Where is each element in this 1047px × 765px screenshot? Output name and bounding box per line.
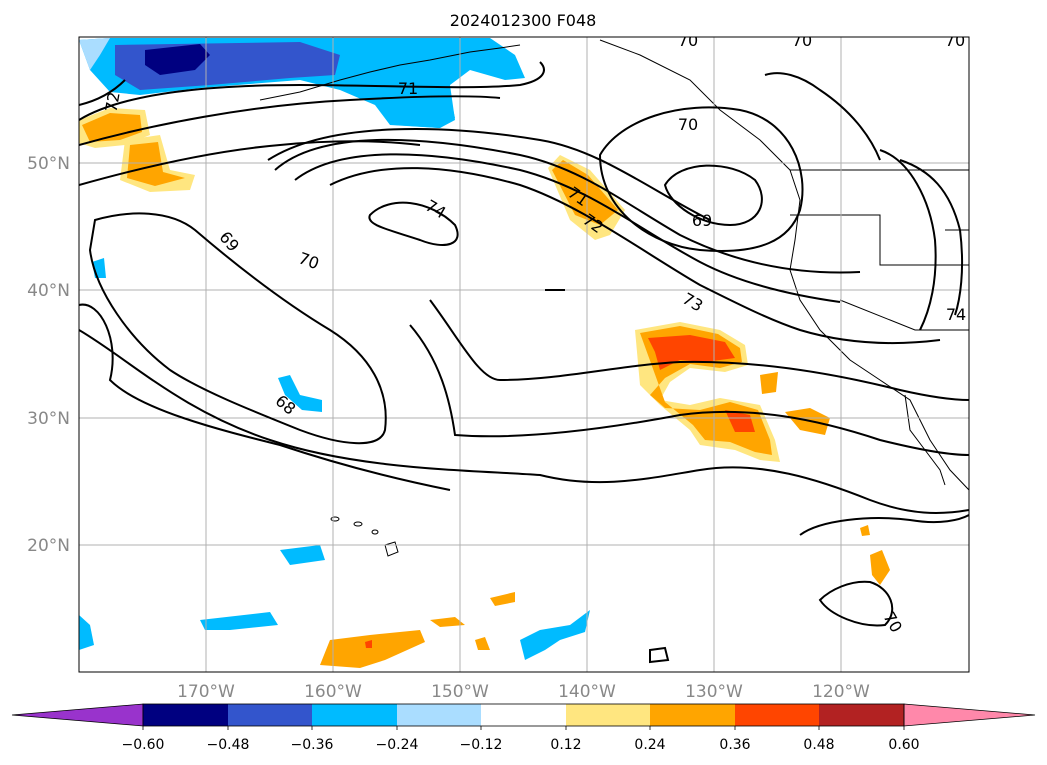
- lon-label: 130°W: [685, 682, 743, 702]
- colorbar-extend-right: [903, 703, 1036, 727]
- colorbar-tick-label: 0.12: [550, 737, 581, 753]
- orange-shade-w2b: [127, 142, 185, 186]
- height-contours: [79, 61, 969, 664]
- hawaii-islands: [330, 516, 399, 557]
- contour-69-south: [79, 329, 969, 514]
- colorbar-segment: [735, 704, 819, 726]
- contour-69-west: [88, 212, 387, 445]
- contour-label: 70: [945, 31, 965, 50]
- orange-shade-w1b: [82, 113, 142, 142]
- orange-shade-s1: [320, 630, 425, 668]
- colorbar-tick-label: −0.12: [460, 737, 503, 753]
- colorbar-tick-label: −0.24: [376, 737, 419, 753]
- colorbar-segment: [312, 704, 397, 726]
- colorbar-ticks: [142, 726, 905, 730]
- contour-label: 70: [792, 31, 812, 50]
- contour-small-loop: [649, 646, 670, 664]
- map-frame: [78, 36, 970, 673]
- contour-nw-72: [79, 79, 126, 106]
- orange-shade-s5: [870, 550, 890, 585]
- contour-71-north: [79, 95, 501, 146]
- contour-70-north: [79, 140, 421, 186]
- colorbar-outline: [142, 703, 905, 727]
- contour-label: 70: [678, 115, 698, 134]
- contour-72: [79, 61, 545, 121]
- colorbar-segment: [397, 704, 481, 726]
- orange-shade-s3: [490, 592, 515, 606]
- contour-east-74: [899, 159, 964, 316]
- contour-label: 72: [101, 90, 123, 113]
- state-border-2: [790, 214, 969, 266]
- map-title: 2024012300 F048: [450, 11, 597, 30]
- contour-68: [79, 303, 451, 491]
- navy-shade-alaska: [145, 44, 210, 75]
- lat-label: 50°N: [27, 154, 70, 174]
- contour-70-south: [799, 514, 969, 627]
- lat-label: 20°N: [27, 536, 70, 556]
- colorbar-segment: [143, 704, 228, 726]
- lon-label: 160°W: [304, 682, 362, 702]
- contour-71b: [274, 138, 861, 274]
- contour-label: 69: [692, 211, 712, 230]
- colorbar-tick-label: −0.48: [207, 737, 250, 753]
- colorbar-tick-label: 0.24: [634, 737, 665, 753]
- orange-shade-s2: [430, 617, 465, 627]
- state-border-4: [945, 229, 969, 280]
- map-area: 72 71 70 70 70 70 69 69 74 70 71 72 73 7…: [79, 31, 969, 672]
- orange-shade-s4: [475, 637, 490, 650]
- colorbar-extend-left: [11, 703, 144, 727]
- contour-70-ne: [764, 72, 881, 161]
- coastline-alaska: [259, 44, 521, 101]
- contour-74: [368, 201, 459, 246]
- contour-72b: [294, 153, 841, 303]
- contour-70-s2: [429, 299, 969, 401]
- lon-label: 170°W: [177, 682, 235, 702]
- contour-70-east: [598, 106, 804, 252]
- lat-label: 40°N: [27, 281, 70, 301]
- colorbar: −0.60 −0.48 −0.36 −0.24 −0.12 0.12 0.24 …: [11, 703, 1036, 753]
- longitude-labels: 170°W 160°W 150°W 140°W 130°W 120°W: [177, 682, 870, 702]
- lon-label: 140°W: [558, 682, 616, 702]
- colorbar-segment: [228, 704, 312, 726]
- blue-shade-s2: [200, 612, 278, 630]
- blue-shade-s1: [280, 545, 325, 565]
- red-shade-center2: [725, 410, 755, 432]
- lat-label: 30°N: [27, 409, 70, 429]
- colorbar-tick-label: 0.36: [719, 737, 750, 753]
- shaded-anomalies: [79, 38, 890, 668]
- contour-69-east: [663, 164, 763, 227]
- colorbar-tick-label: −0.60: [122, 737, 165, 753]
- colorbar-segment: [650, 704, 735, 726]
- lightblue-shade-alaska: [79, 38, 110, 70]
- colorbar-tick-label: 0.48: [803, 737, 834, 753]
- contour-70-s1: [409, 324, 969, 456]
- colorbar-tick-label: −0.36: [291, 737, 334, 753]
- lon-label: 120°W: [812, 682, 870, 702]
- red-shade-center: [648, 335, 735, 370]
- colorbar-segment: [481, 704, 566, 726]
- red-shade-s1: [365, 640, 372, 648]
- colorbar-segment: [566, 704, 650, 726]
- colorbar-tick-label: 0.60: [888, 737, 919, 753]
- contour-73: [329, 167, 941, 344]
- blue-shade-w2: [278, 375, 322, 412]
- contour-east-73: [879, 149, 937, 331]
- state-border-3: [839, 299, 969, 331]
- orange-shade-c3: [760, 372, 778, 394]
- colorbar-segment: [819, 704, 904, 726]
- blue-shade-s3: [520, 610, 590, 660]
- contour-70b: [267, 128, 711, 221]
- lon-label: 150°W: [431, 682, 489, 702]
- graticule: [79, 37, 969, 672]
- blue-shade-s4: [79, 615, 94, 650]
- latitude-labels: 50°N 40°N 30°N 20°N: [27, 154, 70, 556]
- contour-label: 71: [398, 79, 418, 98]
- orange-shade-neb: [552, 160, 618, 225]
- contour-label: 70: [678, 31, 698, 50]
- contour-label: 74: [946, 305, 966, 324]
- orange-shade-s6: [860, 525, 870, 536]
